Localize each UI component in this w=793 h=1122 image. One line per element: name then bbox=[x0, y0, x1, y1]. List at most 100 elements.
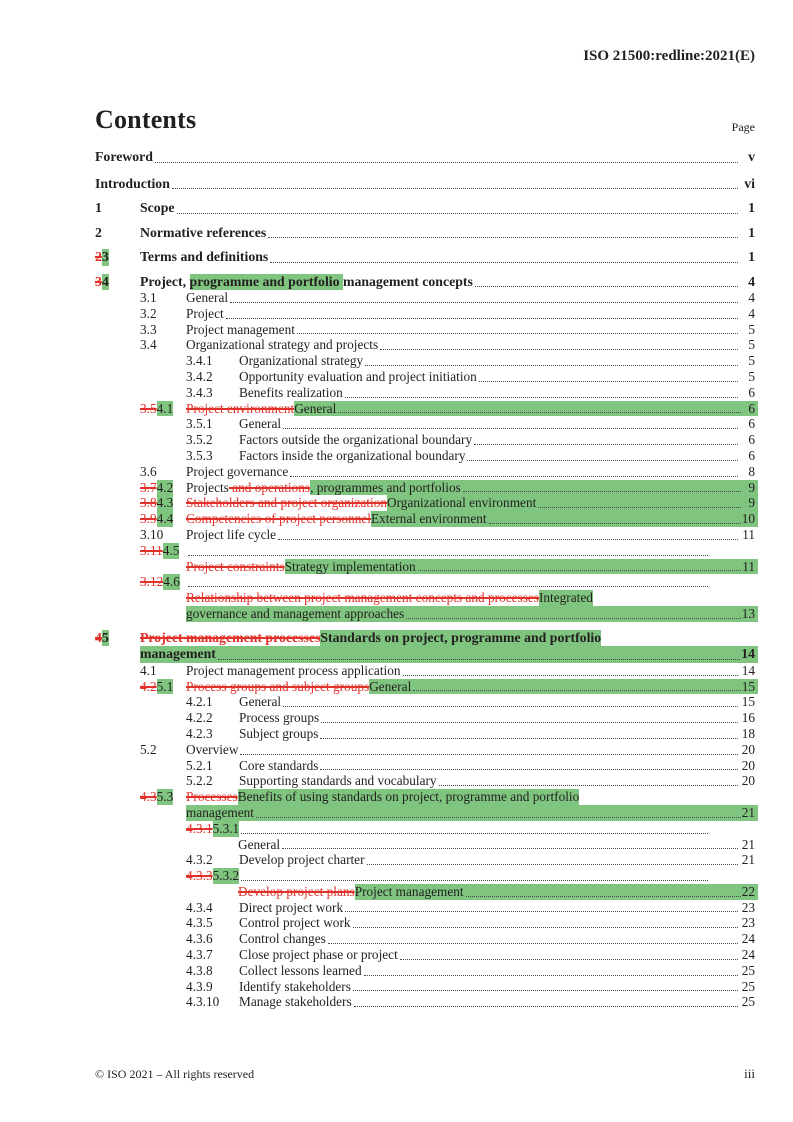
toc-entry-title: General bbox=[239, 694, 281, 710]
toc-page-number: 24 bbox=[741, 931, 755, 947]
toc-entry-title: Core standards bbox=[239, 758, 318, 774]
text-inserted: management bbox=[186, 804, 254, 821]
text-unchanged: 3.4.2 bbox=[186, 368, 213, 384]
text-unchanged: 4.2.3 bbox=[186, 725, 213, 741]
text-unchanged: Factors outside the organizational bound… bbox=[239, 432, 473, 448]
text-unchanged: 3.6 bbox=[140, 463, 157, 479]
text-unchanged: 4.2.2 bbox=[186, 710, 213, 726]
toc-row: Relationship between project management … bbox=[95, 590, 755, 606]
toc-page-number: 25 bbox=[741, 978, 755, 994]
text-inserted: 4.5 bbox=[162, 542, 180, 559]
text-unchanged: 4.3.10 bbox=[186, 994, 220, 1010]
dot-leader bbox=[238, 742, 739, 758]
toc-entry-title: Develop project charter bbox=[239, 852, 365, 868]
toc-row: Introduction vi bbox=[95, 176, 755, 193]
dot-leader bbox=[239, 821, 709, 837]
toc-page-number: v bbox=[748, 149, 755, 164]
toc-page-number: 5 bbox=[748, 368, 755, 384]
text-inserted: Standards on project, programme and port… bbox=[320, 629, 602, 647]
toc-entry-number: 4.3.10 bbox=[186, 994, 239, 1010]
text-deleted: 4.3.3 bbox=[186, 868, 213, 884]
toc-entry-title: Identify stakeholders bbox=[239, 979, 351, 995]
text-deleted: 4 bbox=[95, 629, 102, 645]
toc-entry-number: 3.4.1 bbox=[186, 353, 239, 369]
text-unchanged: management concepts bbox=[342, 273, 473, 289]
text-unchanged: General bbox=[238, 836, 281, 852]
toc-row: governance and management approaches 13 bbox=[95, 605, 758, 622]
toc-page-number: 6 bbox=[748, 432, 755, 448]
text-unchanged: 3.2 bbox=[140, 305, 157, 321]
toc-page-number: 6 bbox=[748, 384, 755, 400]
toc-entry-title: Projects and operations, programmes and … bbox=[186, 479, 461, 496]
dot-leader bbox=[281, 694, 739, 710]
text-deleted: 3.7 bbox=[140, 479, 157, 495]
toc-page-number: 24 bbox=[741, 947, 755, 963]
toc-page-number: 1 bbox=[748, 249, 755, 264]
text-unchanged: 3.1 bbox=[140, 290, 157, 305]
toc-row: 4.3.4 Direct project work 23 bbox=[95, 900, 755, 916]
toc-row: 3.2 Project 4 bbox=[95, 306, 755, 322]
dot-leader bbox=[319, 710, 739, 726]
toc-row: 4.3.5 Control project work 23 bbox=[95, 915, 755, 931]
dot-leader bbox=[486, 511, 742, 527]
toc-page-number: 20 bbox=[741, 757, 755, 773]
dot-leader bbox=[343, 385, 739, 401]
toc-page-number: 5 bbox=[748, 321, 755, 337]
dot-leader bbox=[415, 558, 742, 575]
toc-page-number: 11 bbox=[742, 526, 755, 542]
text-unchanged: Overview bbox=[186, 741, 239, 757]
text-unchanged: Project, bbox=[140, 273, 190, 289]
toc-entry-title: Control changes bbox=[239, 931, 326, 947]
toc-page-number: 21 bbox=[741, 836, 755, 852]
toc-row: 23 Terms and definitions 1 bbox=[95, 249, 755, 266]
text-unchanged: Scope bbox=[140, 200, 175, 215]
text-inserted: 4.1 bbox=[156, 400, 174, 417]
toc-entry-title: Project environmentGeneral bbox=[186, 400, 337, 417]
toc-page-number: 16 bbox=[741, 710, 755, 726]
dot-leader bbox=[276, 527, 739, 543]
toc-entry-number: 4.1 bbox=[140, 663, 186, 679]
toc-row: 3.84.3 Stakeholders and project organizat… bbox=[95, 495, 758, 512]
page-number-folio: iii bbox=[744, 1066, 755, 1081]
dot-leader bbox=[437, 773, 739, 789]
toc-entry-number: 3.1 bbox=[140, 290, 186, 306]
text-deleted: Project environment bbox=[186, 400, 295, 416]
toc-entry-title: Opportunity evaluation and project initi… bbox=[239, 369, 477, 385]
toc-entry-title: Project governance bbox=[186, 464, 288, 480]
toc-entry-number: 3.5.1 bbox=[186, 416, 239, 432]
toc-row: 4.35.3 ProcessesBenefits of using standar… bbox=[95, 789, 755, 805]
text-unchanged: 3.5.3 bbox=[186, 447, 213, 463]
dot-leader bbox=[224, 306, 739, 322]
toc-entry-number: 3.4 bbox=[140, 337, 186, 353]
dot-leader bbox=[215, 646, 742, 663]
dot-leader bbox=[365, 852, 739, 868]
text-unchanged: 4.3.2 bbox=[186, 852, 213, 868]
text-unchanged: Collect lessons learned bbox=[239, 962, 362, 978]
toc-entry-title: Process groups bbox=[239, 710, 319, 726]
copyright-notice: © ISO 2021 – All rights reserved bbox=[95, 1067, 255, 1081]
toc: Foreword v Introduction vi 1 Scope 1 2 Normative… bbox=[95, 149, 758, 1010]
toc-page-number: 8 bbox=[748, 463, 755, 479]
dot-leader bbox=[411, 678, 742, 695]
toc-row: 45 Project management processesStandards … bbox=[95, 629, 755, 647]
toc-page-number: 14 bbox=[741, 646, 758, 663]
text-unchanged: Subject groups bbox=[239, 725, 319, 741]
toc-page-number: 25 bbox=[741, 962, 755, 978]
toc-row: 4.3.8 Collect lessons learned 25 bbox=[95, 963, 755, 979]
text-unchanged: Control changes bbox=[239, 931, 326, 947]
dot-leader bbox=[378, 337, 739, 353]
text-unchanged: Introduction bbox=[95, 175, 170, 191]
text-unchanged: 2 bbox=[95, 224, 102, 240]
toc-row: Foreword v bbox=[95, 149, 755, 166]
toc-entry-title: Factors outside the organizational bound… bbox=[239, 432, 472, 448]
text-unchanged: 4.1 bbox=[140, 662, 157, 678]
text-inserted: 5.3 bbox=[156, 789, 174, 805]
text-deleted: Develop project plans bbox=[238, 883, 355, 899]
text-unchanged: Projects bbox=[186, 479, 229, 495]
toc-page-number: 23 bbox=[741, 899, 755, 915]
page-content: ISO 21500:redline:2021(E) Contents Page … bbox=[0, 0, 793, 1010]
toc-row: 4.2.1 General 15 bbox=[95, 694, 755, 710]
toc-entry-title: Scope bbox=[140, 200, 175, 217]
text-unchanged: Close project phase or project bbox=[239, 947, 398, 963]
text-unchanged: 4.3.5 bbox=[186, 915, 213, 931]
